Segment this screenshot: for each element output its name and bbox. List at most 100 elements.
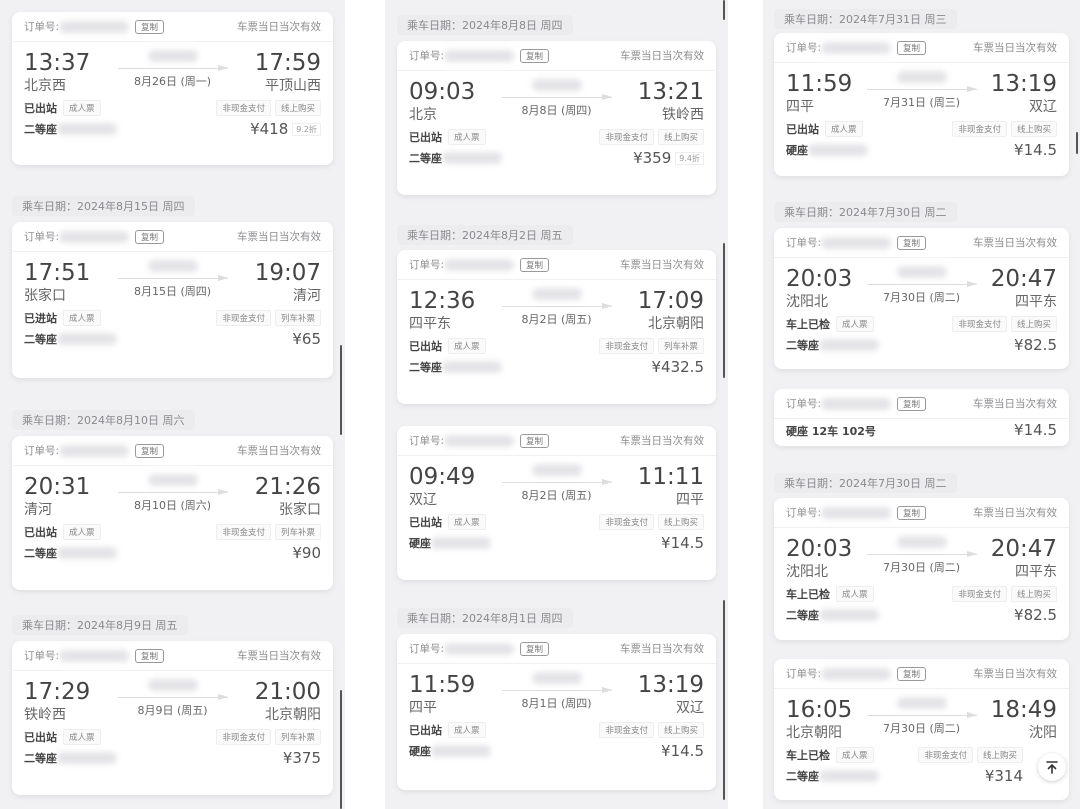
copy-button[interactable]: 复制 [135, 443, 165, 458]
seat-info: 二等座 [786, 768, 879, 784]
copy-button[interactable]: 复制 [897, 396, 927, 411]
ticket-card[interactable]: 订单号: 复制 车票当日当次有效 11:59 13:19 8月1日 (周四) 四平 双辽 已出站… [397, 634, 716, 790]
ticket-type-badge: 成人票 [836, 747, 874, 763]
route-arrow-icon [501, 94, 612, 100]
time-row: 17:51 19:07 [24, 260, 321, 286]
ticket-card[interactable]: 订单号: 复制 车票当日当次有效 13:37 17:59 8月26日 (周一) 北京西 平顶山… [12, 12, 333, 165]
copy-button[interactable]: 复制 [520, 433, 550, 448]
travel-date: 8月26日 (周一) [133, 75, 212, 88]
ride-date: 2024年8月10日 周六 [77, 414, 185, 427]
train-number-redacted [896, 266, 947, 278]
ticket-status: 已出站 成人票 [409, 722, 486, 738]
channel-badge: 线上购买 [657, 722, 704, 738]
route-arrow-icon [117, 489, 228, 495]
ticket-status: 已出站 成人票 [24, 729, 101, 745]
copy-button[interactable]: 复制 [135, 19, 165, 34]
payment-badge: 非现金支付 [599, 722, 654, 738]
ride-date-prefix: 乘车日期： [407, 229, 462, 242]
ticket-card[interactable]: 订单号: 复制 车票当日当次有效 20:03 20:47 7月30日 (周二) 沈阳北 四平东… [774, 228, 1069, 369]
ticket-price: ¥82.5 [1014, 606, 1057, 624]
copy-button[interactable]: 复制 [520, 48, 550, 63]
station-row: 四平 双辽 [786, 97, 1057, 117]
ride-date-prefix: 乘车日期： [784, 13, 839, 26]
copy-button[interactable]: 复制 [135, 648, 165, 663]
ticket-price: ¥314 [984, 767, 1023, 785]
ticket-tags: 非现金支付 线上购买 [599, 129, 704, 145]
copy-button[interactable]: 复制 [520, 641, 550, 656]
status-row: 已出站 成人票 非现金支付 列车补票 [24, 524, 321, 540]
train-info: 8月2日 (周五) [501, 288, 612, 327]
ticket-card[interactable]: 订单号: 复制 车票当日当次有效 09:49 11:11 8月2日 (周五) 双辽 四平 已出站… [397, 426, 716, 580]
scrollbar[interactable] [340, 690, 342, 809]
ride-date: 2024年8月2日 周五 [462, 229, 563, 242]
route-arrow-icon [117, 694, 228, 700]
seat-number-redacted [808, 144, 868, 156]
seat-class: 硬座 [786, 144, 808, 157]
scrollbar[interactable] [723, 600, 725, 800]
ticket-body: 11:59 13:19 8月1日 (周四) 四平 双辽 已出站 成人票 非现金支付 线上购买 硬座… [397, 664, 716, 760]
ticket-card[interactable]: 订单号: 复制 车票当日当次有效 17:51 19:07 8月15日 (周四) 张家口 清河已… [12, 222, 333, 378]
travel-date: 8月2日 (周五) [521, 489, 592, 502]
channel-badge: 列车补票 [274, 310, 321, 326]
copy-button[interactable]: 复制 [897, 40, 927, 55]
ticket-list-column-2[interactable]: 乘车日期：2024年8月8日 周四 订单号: 复制 车票当日当次有效 09:03 13:2… [385, 0, 728, 809]
ticket-tags: 非现金支付 线上购买 [952, 121, 1057, 137]
departure-station: 北京西 [24, 78, 66, 94]
departure-station: 清河 [24, 502, 52, 518]
ticket-type-badge: 成人票 [63, 310, 101, 326]
time-row: 20:31 21:26 [24, 474, 321, 500]
ticket-card[interactable]: 订单号: 复制 车票当日当次有效 09:03 13:21 8月8日 (周四) 北京 铁岭西 已出… [397, 41, 716, 195]
status-text: 已出站 [24, 102, 57, 115]
copy-button[interactable]: 复制 [135, 229, 165, 244]
ticket-card[interactable]: 订单号: 复制 车票当日当次有效 11:59 13:19 7月31日 (周三) 四平 双辽 已出… [774, 33, 1069, 176]
ticket-card[interactable]: 订单号: 复制 车票当日当次有效 16:05 18:49 7月30日 (周二) 北京朝阳 沈阳… [774, 659, 1069, 800]
ticket-price: ¥90 [292, 544, 321, 562]
order-row: 订单号: 复制 车票当日当次有效 [397, 250, 716, 280]
train-number-redacted [896, 536, 947, 548]
order-number-redacted [59, 444, 130, 457]
ticket-card[interactable]: 订单号: 复制 车票当日当次有效 20:31 21:26 8月10日 (周六) 清河 张家口已… [12, 436, 333, 590]
train-info: 8月2日 (周五) [501, 464, 612, 503]
status-text: 已出站 [409, 724, 442, 737]
arrival-station: 铁岭西 [662, 107, 704, 123]
scrollbar[interactable] [1076, 132, 1078, 154]
copy-button[interactable]: 复制 [897, 505, 927, 520]
arrival-time: 20:47 [990, 266, 1057, 292]
route-arrow-icon [866, 86, 977, 92]
ride-date-header: 乘车日期：2024年7月30日 周二 [774, 202, 957, 222]
ticket-card[interactable]: 订单号: 复制 车票当日当次有效 20:03 20:47 7月30日 (周二) 沈阳北 四平东… [774, 498, 1069, 640]
ride-date-header: 乘车日期：2024年7月31日 周三 [774, 9, 957, 29]
ticket-card[interactable]: 订单号: 复制 车票当日当次有效 17:29 21:00 8月9日 (周五) 铁岭西 北京朝阳… [12, 641, 333, 795]
copy-button[interactable]: 复制 [897, 666, 927, 681]
ticket-list-column-3[interactable]: 乘车日期：2024年7月31日 周三订单号: 复制 车票当日当次有效 11:59 13:… [763, 0, 1080, 809]
seat-class: 硬座 [409, 745, 431, 758]
arrival-station: 平顶山西 [265, 78, 321, 94]
ticket-type-badge: 成人票 [448, 514, 486, 530]
station-row: 北京朝阳 沈阳 [786, 723, 1057, 743]
arrival-station: 四平东 [1015, 564, 1057, 580]
departure-time: 13:37 [24, 50, 91, 76]
route-arrow-icon [501, 479, 612, 485]
order-row: 订单号: 复制 车票当日当次有效 [12, 222, 333, 252]
copy-button[interactable]: 复制 [520, 257, 550, 272]
order-number-label: 订单号: [786, 237, 822, 249]
scrollbar[interactable] [723, 0, 725, 20]
ticket-card[interactable]: 订单号: 复制 车票当日当次有效 12:36 17:09 8月2日 (周五) 四平东 北京朝阳… [397, 250, 716, 404]
departure-station: 双辽 [409, 492, 437, 508]
departure-time: 16:05 [786, 697, 853, 723]
channel-badge: 线上购买 [1010, 316, 1057, 332]
arrival-station: 四平 [676, 492, 704, 508]
ride-date-header: 乘车日期：2024年8月1日 周四 [397, 608, 573, 628]
copy-button[interactable]: 复制 [897, 235, 927, 250]
ticket-list-column-1[interactable]: 订单号: 复制 车票当日当次有效 13:37 17:59 8月26日 (周一) 北京西 平顶山… [0, 0, 345, 809]
status-text: 已出站 [409, 516, 442, 529]
scrollbar[interactable] [340, 345, 342, 435]
scrollbar[interactable] [723, 243, 725, 378]
ticket-card[interactable]: 订单号: 复制 车票当日当次有效 硬座 12车 102号 ¥14.5 [774, 389, 1069, 446]
ticket-body: 20:31 21:26 8月10日 (周六) 清河 张家口 已出站 成人票 非现金支付 列车补票… [12, 466, 333, 562]
order-number-redacted [444, 258, 515, 271]
validity-note: 车票当日当次有效 [237, 445, 321, 457]
scroll-to-top-button[interactable] [1038, 753, 1066, 781]
arrival-time: 13:19 [990, 71, 1057, 97]
status-row: 已出站 成人票 非现金支付 线上购买 [409, 722, 704, 738]
